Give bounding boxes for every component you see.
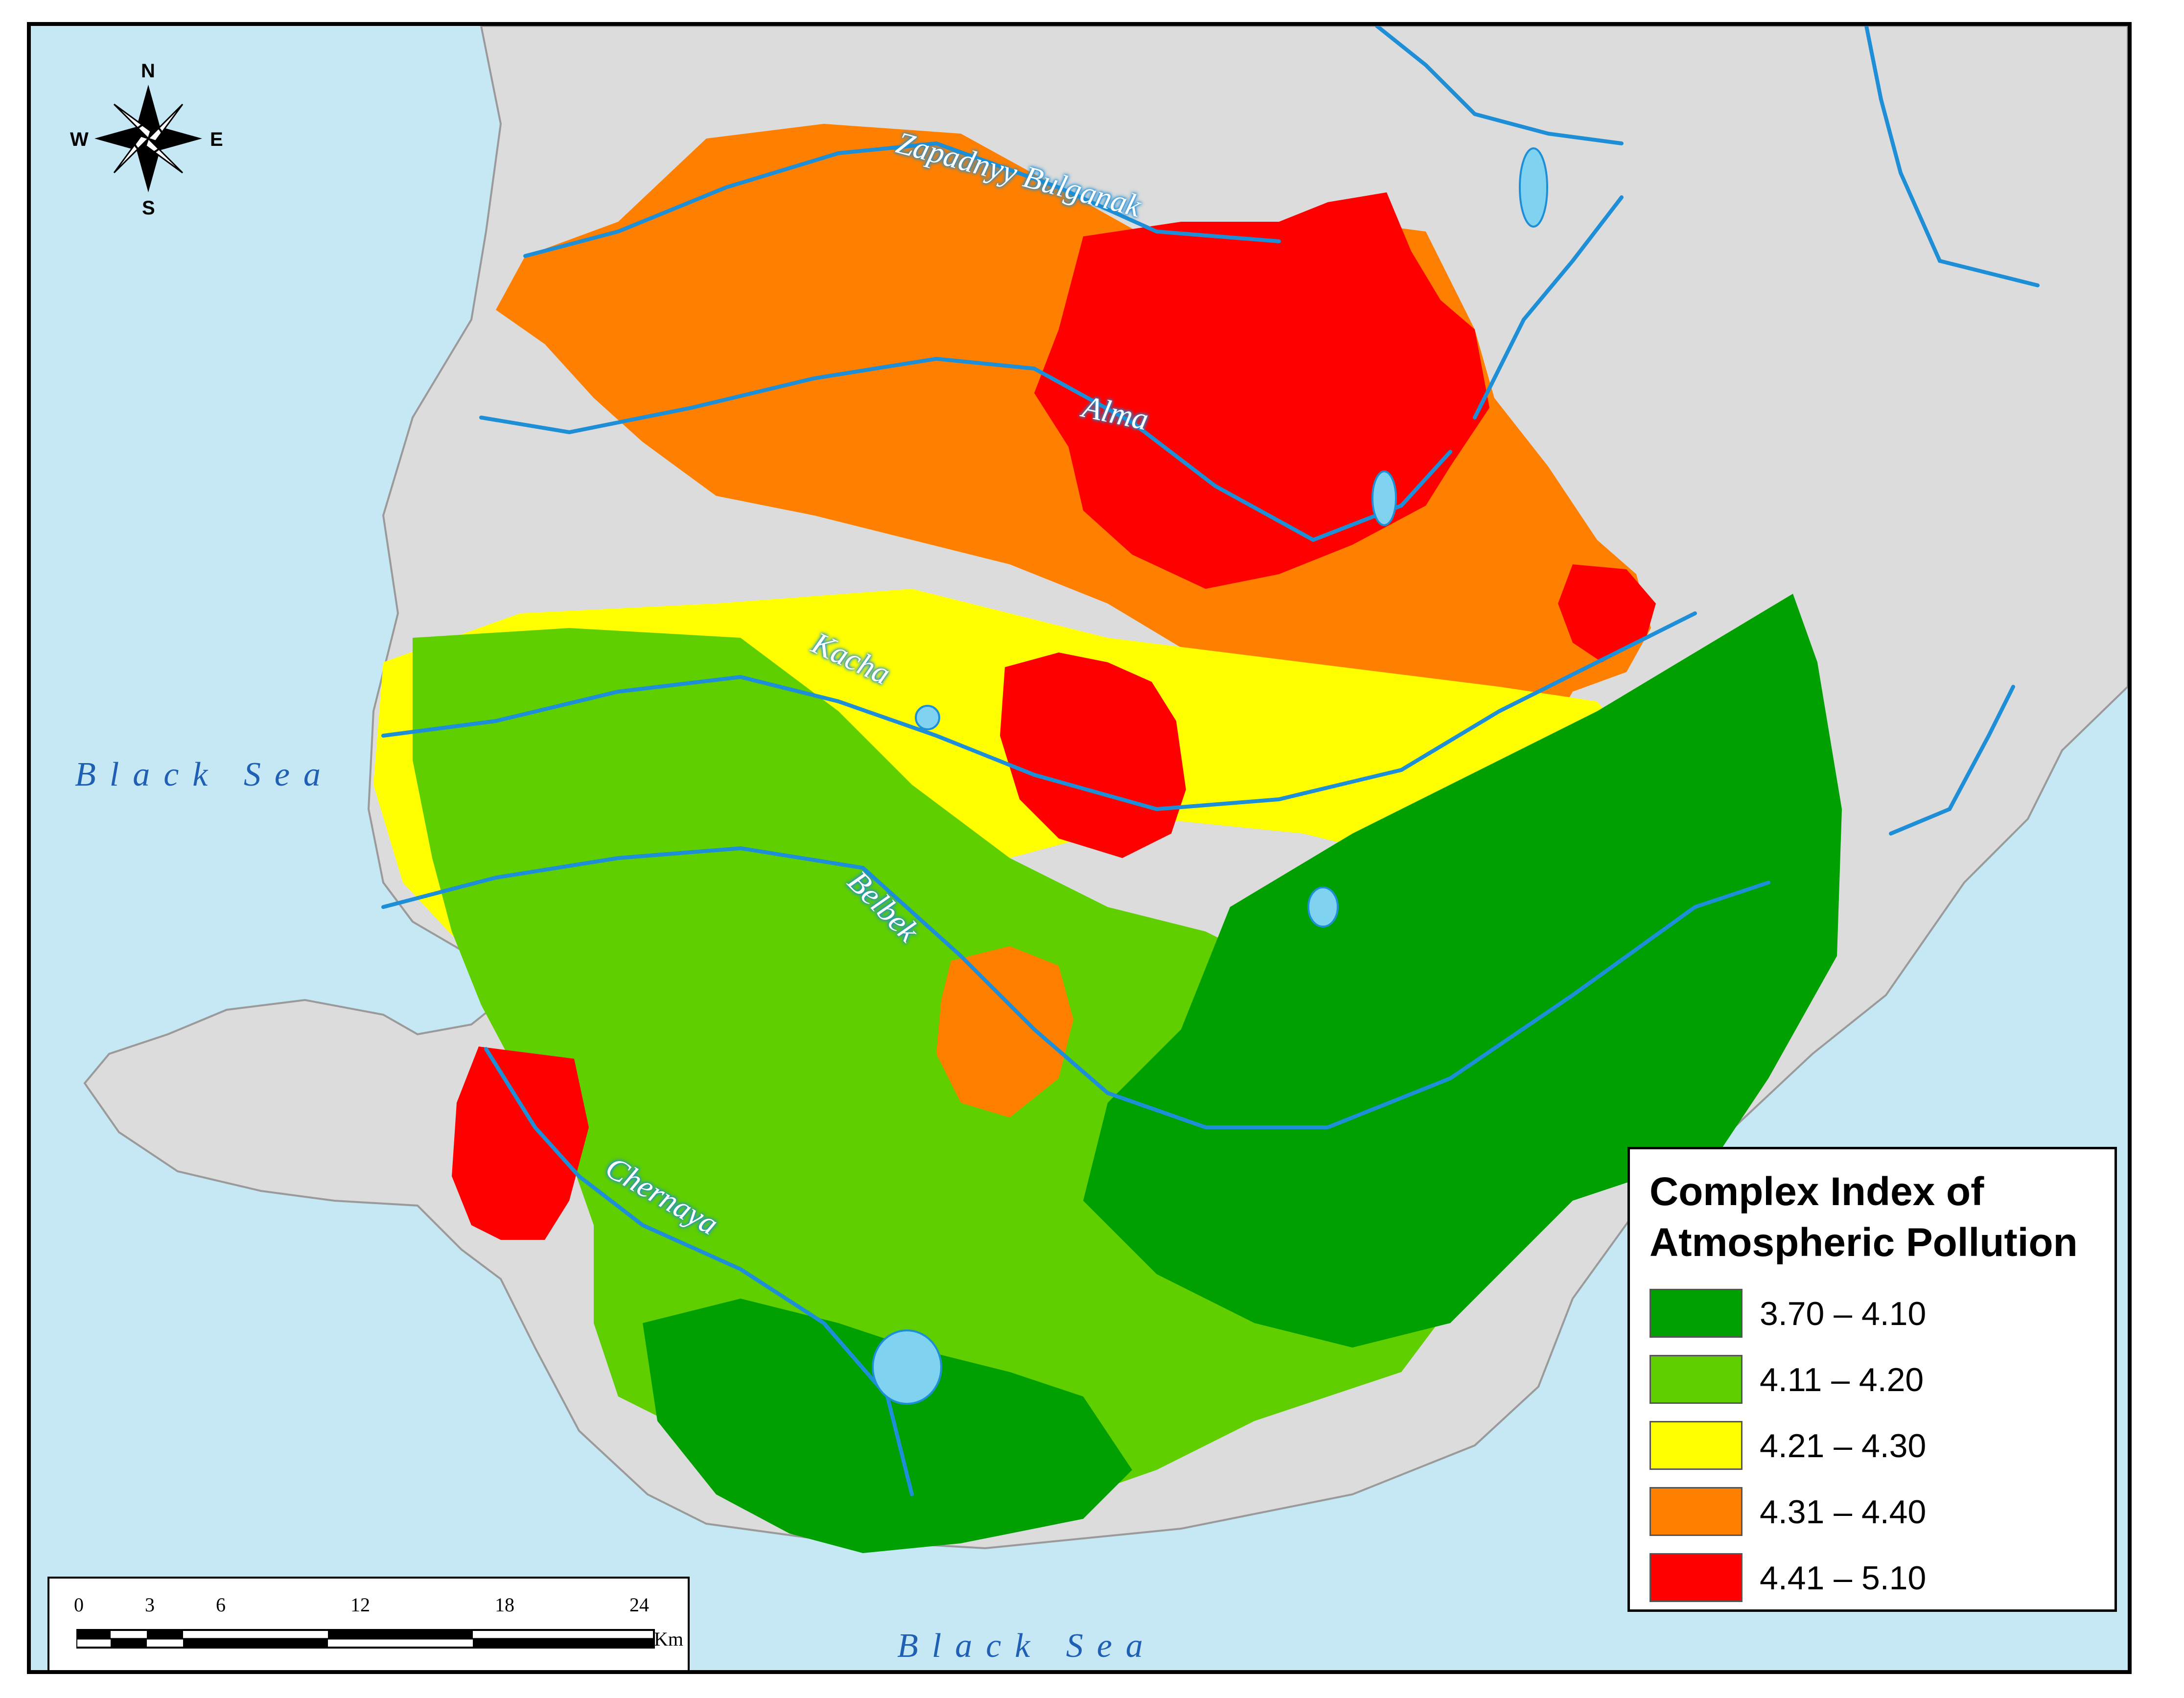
zone-red-chernaya	[452, 1047, 589, 1240]
river-zapadnyy-bulganak	[523, 141, 1281, 258]
lake-north	[1519, 147, 1548, 228]
legend-label: 4.31 – 4.40	[1760, 1493, 1927, 1531]
legend-label: 4.11 – 4.20	[1760, 1361, 1924, 1398]
compass-east-label: E	[210, 129, 223, 150]
scale-tick-0: 0	[74, 1594, 84, 1616]
scale-unit: Km	[654, 1628, 683, 1650]
sea-label-west: Black Sea	[75, 756, 334, 793]
zone-green-dark-southwest	[643, 1299, 1132, 1553]
river-east-1	[1375, 26, 1624, 145]
compass-icon	[94, 85, 202, 192]
river-east-2	[1473, 195, 1624, 419]
scale-tick-3: 3	[145, 1594, 155, 1616]
compass-rose: N S E W	[65, 55, 232, 222]
lake-belbek	[1307, 886, 1339, 928]
legend-label: 3.70 – 4.10	[1760, 1295, 1927, 1332]
river-alma	[479, 356, 1452, 542]
scale-bar: 0 3 6 12 18 24 Km	[47, 1577, 690, 1670]
legend-swatch	[1650, 1487, 1743, 1536]
sea-label-south: Black Sea	[897, 1627, 1157, 1665]
zone-orange-belbek	[936, 946, 1073, 1117]
legend-swatch	[1650, 1355, 1743, 1404]
compass-north-label: N	[141, 60, 155, 82]
zone-red-kacha	[1000, 652, 1186, 858]
scale-tick-24: 24	[629, 1594, 649, 1616]
scale-tick-12: 12	[350, 1594, 370, 1616]
scale-tick-6: 6	[216, 1594, 226, 1616]
legend: Complex Index of Atmospheric Pollution 3…	[1627, 1147, 2117, 1612]
river-east-4	[1889, 685, 2015, 836]
lake-alma	[1371, 470, 1397, 526]
river-kacha	[381, 611, 1697, 812]
legend-swatch	[1650, 1553, 1743, 1602]
lake-kacha	[915, 705, 940, 730]
compass-west-label: W	[70, 129, 89, 150]
scale-bar-graphic	[76, 1629, 655, 1649]
legend-label: 4.41 – 5.10	[1760, 1559, 1927, 1597]
legend-title: Complex Index of Atmospheric Pollution	[1650, 1169, 2078, 1265]
lake-chernaya	[872, 1329, 942, 1405]
legend-swatch	[1650, 1421, 1743, 1470]
map-frame: Black Sea Black Sea Zapadnyy Bulganak Al…	[27, 22, 2132, 1674]
compass-south-label: S	[142, 197, 155, 219]
river-network	[381, 26, 2040, 1496]
scale-tick-18: 18	[495, 1594, 514, 1616]
map-canvas	[31, 26, 2128, 1670]
lakes	[872, 147, 1548, 1405]
legend-label: 4.21 – 4.30	[1760, 1427, 1927, 1465]
river-belbek	[381, 846, 1770, 1129]
legend-swatch	[1650, 1289, 1743, 1338]
river-east-3	[1864, 26, 2040, 287]
zone-red-east	[1558, 564, 1656, 662]
